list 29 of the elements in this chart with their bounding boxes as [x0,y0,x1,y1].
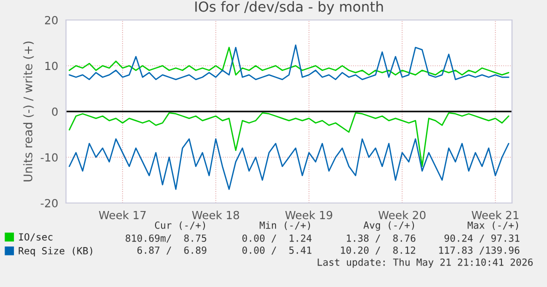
x-tick-label: Week 18 [192,210,240,220]
chart-title: IOs for /dev/sda - by month [195,1,383,15]
legend-label: Req Size (KB) [18,246,92,256]
x-tick-label: Week 19 [285,210,332,220]
legend-label: IO/sec [19,233,52,242]
text: Last update: Thu May 21 21:10:41 2026 [318,258,533,268]
text: 10.20 / 8.12 [341,246,416,255]
text: 0.00 / 1.24 [242,234,312,243]
text: 117.83 /139.96 [439,246,520,255]
text: 1.38 / 8.76 [346,234,416,243]
x-tick-label: Week 17 [98,210,146,220]
text: 810.69m/ 8.75 [126,234,206,243]
y-tick-label: -10 [40,153,58,162]
y-tick-label: 0 [52,107,58,116]
text: 0.00 / 5.41 [242,246,312,255]
text: Min (-/+) [260,221,310,230]
x-tick-label: Week 21 [472,210,518,220]
y-tick-label: -20 [40,198,58,208]
text: Avg (-/+) [364,221,414,231]
text: Max (-/+) [468,221,518,230]
text: 6.87 / 6.89 [137,246,206,255]
y-tick-label: 20 [45,16,58,24]
line-series [68,138,510,190]
line-series [68,112,510,168]
y-tick-label: 10 [45,62,58,70]
y-axis-title: Units read (-) / write (+) [23,42,34,182]
text: Cur (-/+) [154,221,205,230]
x-tick-label: Week 20 [378,210,426,220]
text: 90.24 / 97.31 [444,234,520,243]
